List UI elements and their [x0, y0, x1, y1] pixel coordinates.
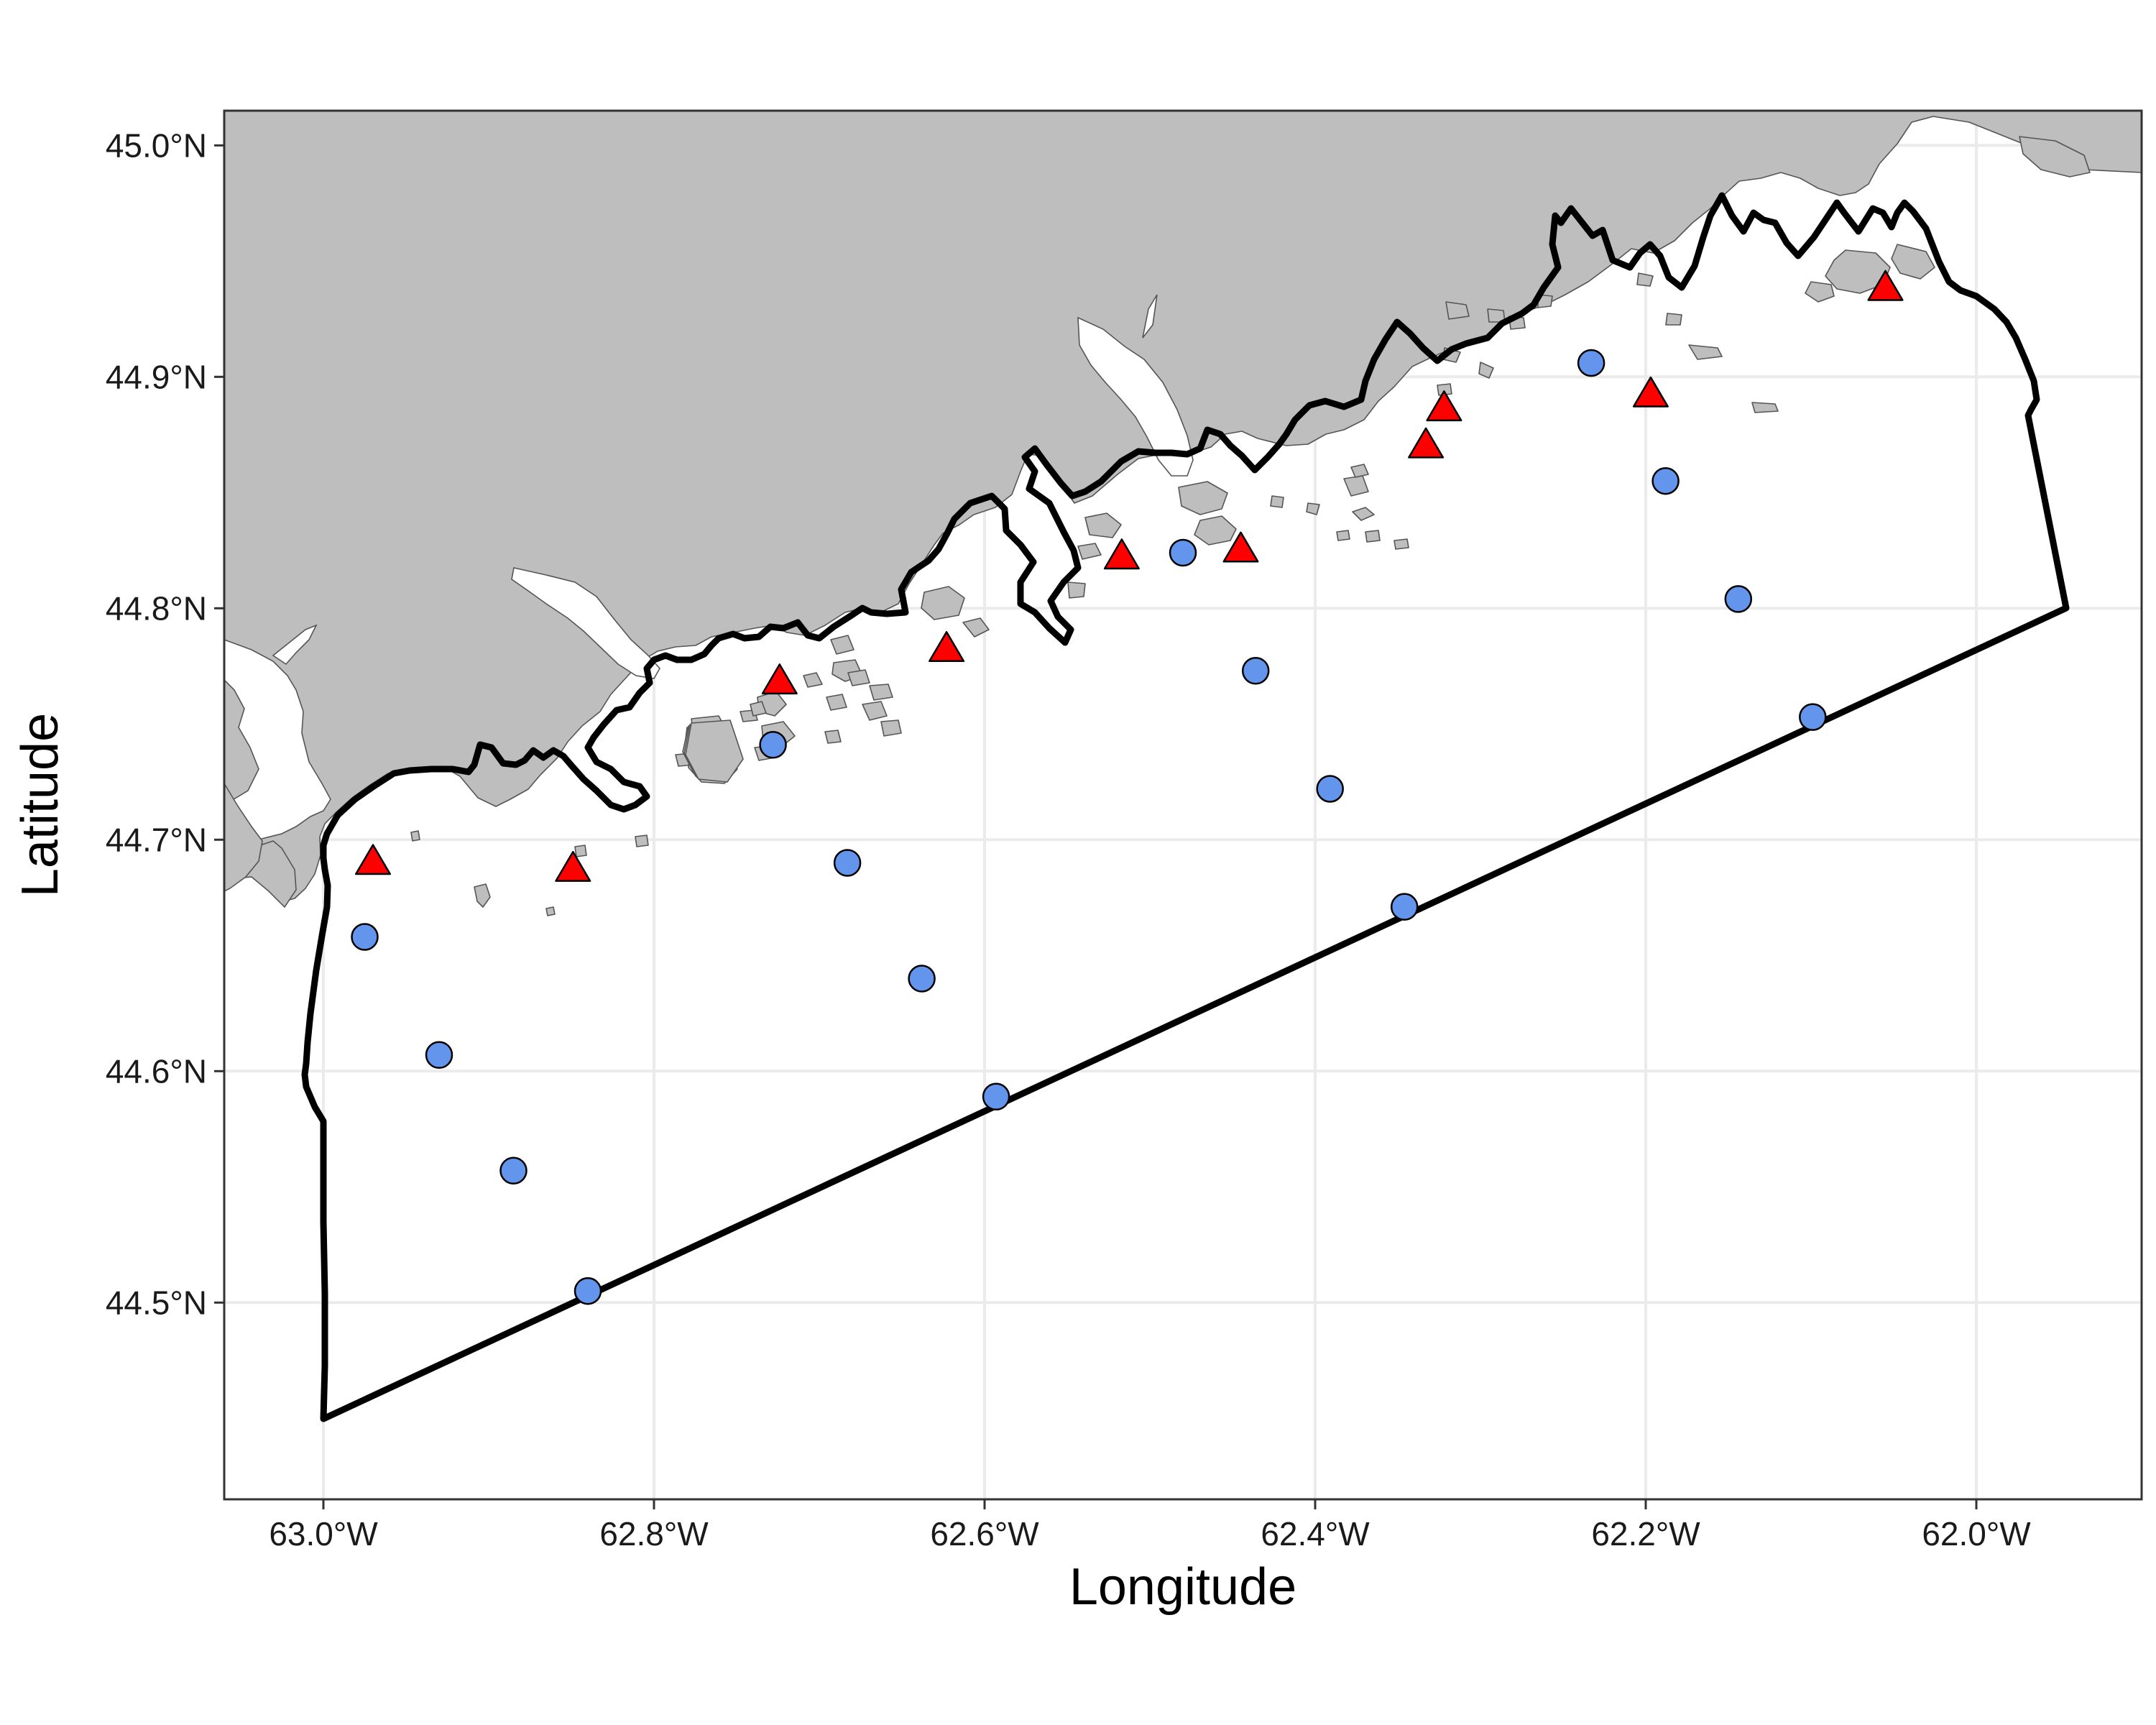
- island: [574, 845, 587, 857]
- station-triangle-marker: [1103, 538, 1140, 570]
- station-circle-marker: [1390, 893, 1419, 921]
- island: [1352, 507, 1375, 521]
- y-tick-label: 44.7°N: [106, 821, 207, 858]
- station-circle-marker: [1577, 349, 1606, 377]
- y-tick-label: 45.0°N: [106, 126, 207, 164]
- inlet-west: [224, 639, 331, 840]
- station-circle-marker: [833, 849, 862, 877]
- x-axis-title: Longitude: [1069, 1558, 1296, 1616]
- island: [826, 694, 847, 711]
- island: [869, 684, 893, 701]
- island: [880, 719, 902, 737]
- island: [862, 701, 888, 721]
- x-tick-label: 62.6°W: [930, 1515, 1039, 1552]
- island: [1365, 530, 1381, 543]
- y-tick-label: 44.5°N: [106, 1284, 207, 1321]
- island: [1336, 530, 1350, 541]
- station-circle-marker: [1799, 703, 1827, 731]
- island: [1688, 344, 1723, 360]
- island: [847, 669, 870, 686]
- station-triangle-marker: [1426, 390, 1462, 422]
- y-axis-title: Latitude: [11, 713, 69, 897]
- island: [921, 586, 965, 620]
- x-tick-label: 62.0°W: [1922, 1515, 2031, 1552]
- station-circle-marker: [499, 1156, 528, 1185]
- island: [1306, 502, 1320, 515]
- island: [1665, 313, 1682, 326]
- station-circle-marker: [1169, 538, 1197, 567]
- island: [1084, 512, 1122, 538]
- station-circle-marker: [759, 731, 787, 759]
- island: [1891, 244, 1935, 280]
- island: [1194, 515, 1237, 546]
- study-area: [301, 192, 2070, 1422]
- y-axis: 44.5°N 44.6°N 44.7°N 44.8°N 44.9°N 45.0°N: [106, 126, 224, 1321]
- island: [545, 906, 556, 916]
- x-axis: 63.0°W 62.8°W 62.6°W 62.4°W 62.2°W 62.0°W: [269, 1499, 2031, 1552]
- land: [224, 111, 2142, 916]
- inlet-middle: [511, 567, 660, 679]
- island: [685, 719, 744, 783]
- station-circle-marker: [425, 1041, 453, 1070]
- station-triangle-marker: [761, 663, 798, 695]
- station-circle-marker: [982, 1082, 1010, 1110]
- x-tick-label: 62.8°W: [599, 1515, 709, 1552]
- inlet-north: [1077, 316, 1194, 477]
- island: [1437, 383, 1452, 396]
- island: [962, 617, 990, 638]
- island: [830, 635, 854, 655]
- station-triangle-marker: [1222, 531, 1259, 563]
- island: [635, 834, 649, 847]
- station-circle-marker: [1316, 775, 1344, 803]
- island: [1636, 272, 1654, 287]
- island: [1077, 543, 1102, 560]
- y-tick-label: 44.8°N: [106, 589, 207, 627]
- island: [1805, 281, 1835, 303]
- west-coast-lower: [224, 782, 263, 892]
- station-circle-marker: [1241, 656, 1270, 685]
- island: [750, 701, 767, 717]
- island: [1178, 481, 1228, 515]
- station-circle-marker: [1651, 466, 1680, 495]
- x-tick-label: 62.2°W: [1591, 1515, 1700, 1552]
- station-triangle-marker: [555, 850, 591, 882]
- stations: [351, 270, 1904, 1305]
- island: [1350, 464, 1369, 478]
- station-triangle-marker: [1632, 376, 1669, 408]
- island: [803, 672, 823, 688]
- panel-border: [223, 109, 2143, 1501]
- island: [1825, 249, 1891, 294]
- island: [2019, 136, 2091, 178]
- station-triangle-marker: [355, 844, 391, 875]
- station-triangle-marker: [929, 631, 965, 663]
- station-circle-marker: [1724, 585, 1753, 613]
- station-circle-marker: [908, 965, 936, 993]
- station-triangle-marker: [1867, 270, 1904, 301]
- island: [824, 730, 842, 744]
- island: [1751, 402, 1779, 413]
- inlet-west-branch: [272, 624, 318, 666]
- inlet-north-arm: [1142, 294, 1158, 339]
- station-circle-marker: [573, 1276, 602, 1305]
- island: [1478, 362, 1494, 379]
- x-tick-label: 63.0°W: [269, 1515, 378, 1552]
- y-tick-label: 44.9°N: [106, 358, 207, 395]
- y-tick-label: 44.6°N: [106, 1052, 207, 1090]
- island: [410, 830, 420, 842]
- island: [1270, 495, 1284, 508]
- island: [1067, 581, 1086, 599]
- island: [1445, 301, 1470, 320]
- island: [474, 883, 491, 908]
- x-tick-label: 62.4°W: [1261, 1515, 1370, 1552]
- station-triangle-marker: [1408, 427, 1445, 459]
- study-area-boundary: [301, 192, 2070, 1422]
- station-circle-marker: [351, 923, 379, 951]
- island: [1393, 538, 1409, 550]
